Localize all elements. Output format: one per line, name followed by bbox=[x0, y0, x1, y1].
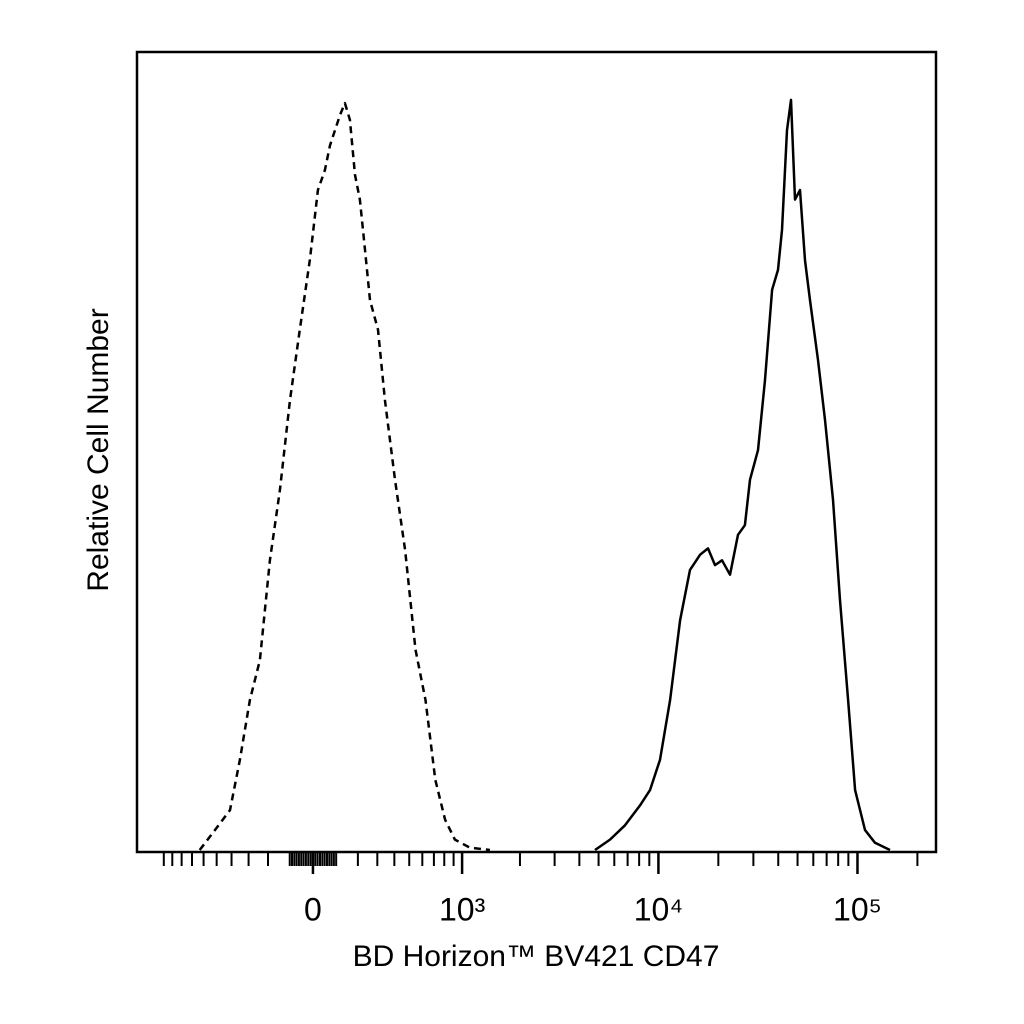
x-tick-label: 10⁴ bbox=[634, 891, 683, 927]
plot-frame bbox=[135, 50, 938, 854]
x-tick-label: 10⁵ bbox=[833, 891, 882, 927]
x-tick-label: 0 bbox=[304, 891, 322, 927]
histogram-line bbox=[198, 101, 491, 852]
histogram-line bbox=[594, 98, 891, 852]
x-axis-label: BD Horizon™ BV421 CD47 bbox=[353, 940, 720, 973]
x-tick-label: 10³ bbox=[439, 891, 486, 927]
y-axis-label: Relative Cell Number bbox=[82, 308, 115, 591]
